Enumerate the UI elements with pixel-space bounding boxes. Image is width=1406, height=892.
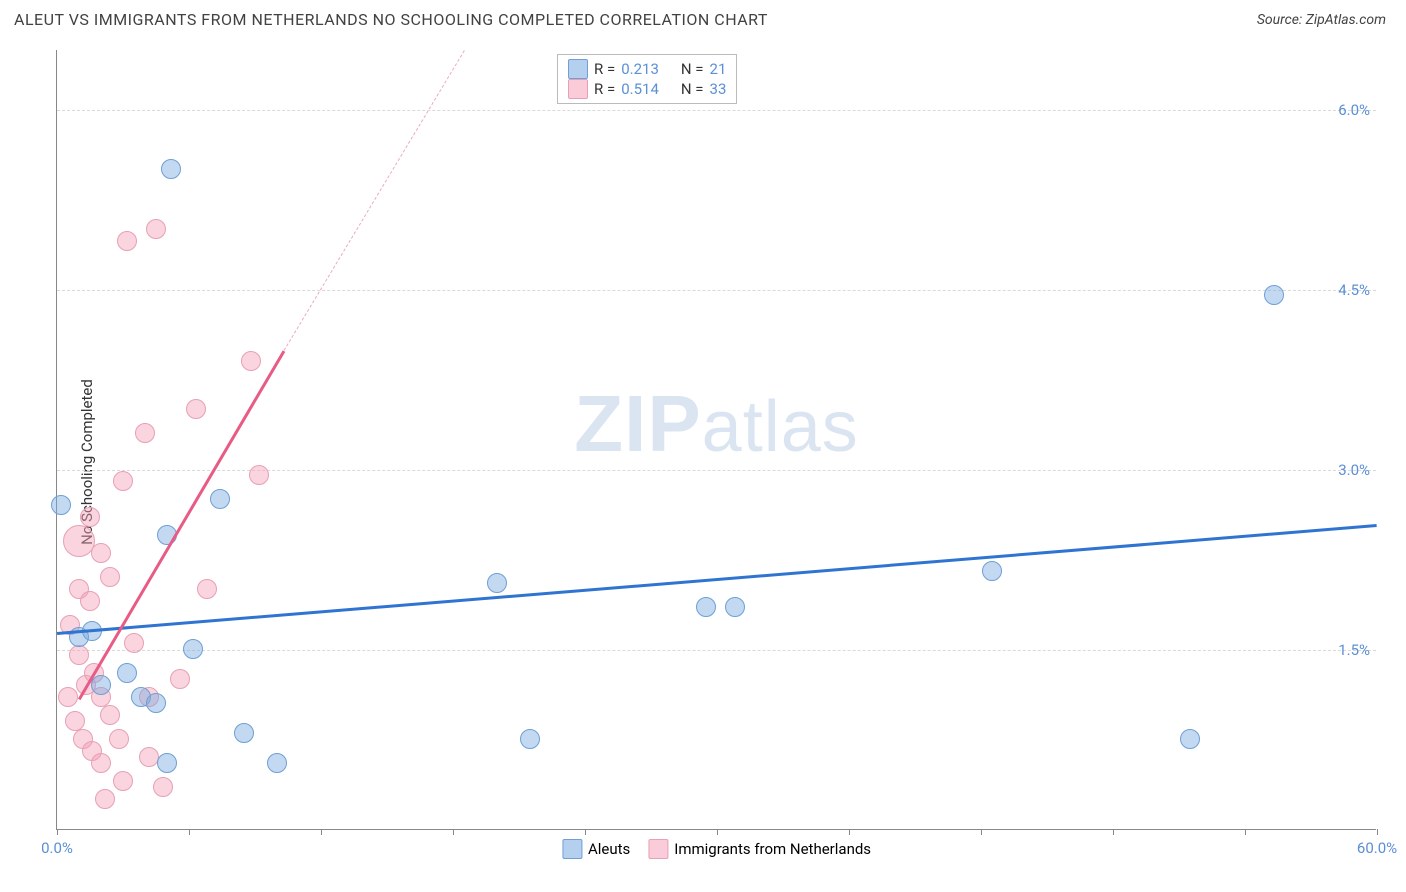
data-point	[100, 567, 120, 587]
n-value: 33	[710, 80, 727, 98]
watermark-rest: atlas	[702, 387, 859, 467]
plot-region: ZIPatlas R =0.213N =21R =0.514N =33 Aleu…	[56, 50, 1376, 830]
trend-line	[57, 524, 1377, 634]
data-point	[113, 771, 133, 791]
x-tick	[57, 829, 58, 835]
data-point	[80, 507, 100, 527]
watermark: ZIPatlas	[574, 378, 859, 470]
data-point	[725, 597, 745, 617]
n-label: N =	[681, 80, 704, 98]
x-tick	[717, 829, 718, 835]
data-point	[91, 543, 111, 563]
x-tick	[1377, 829, 1378, 835]
data-point	[520, 729, 540, 749]
x-tick	[849, 829, 850, 835]
watermark-bold: ZIP	[574, 379, 701, 468]
r-value: 0.213	[621, 60, 659, 78]
source-label: Source:	[1257, 12, 1302, 28]
gridline-h	[57, 650, 1376, 651]
data-point	[234, 723, 254, 743]
r-label: R =	[594, 80, 615, 98]
data-point	[91, 753, 111, 773]
data-point	[696, 597, 716, 617]
data-point	[69, 645, 89, 665]
data-point	[157, 753, 177, 773]
data-point	[135, 423, 155, 443]
data-point	[161, 159, 181, 179]
x-tick	[1245, 829, 1246, 835]
data-point	[487, 573, 507, 593]
data-point	[124, 633, 144, 653]
stats-legend-row: R = 0.213 N = 21	[568, 59, 726, 79]
r-value: 0.514	[621, 80, 659, 98]
data-point	[95, 789, 115, 809]
legend-label: Aleuts	[588, 840, 630, 858]
data-point	[197, 579, 217, 599]
legend-swatch	[648, 839, 668, 859]
series-legend: Aleuts Immigrants from Netherlands	[562, 839, 871, 859]
data-point	[51, 495, 71, 515]
stats-legend: R = 0.213 N = 21 R = 0.514 N = 33	[557, 54, 737, 104]
r-label: R =	[594, 60, 615, 78]
data-point	[117, 663, 137, 683]
data-point	[210, 489, 230, 509]
y-tick-label: 1.5%	[1338, 641, 1370, 659]
data-point	[58, 687, 78, 707]
data-point	[186, 399, 206, 419]
data-point	[91, 675, 111, 695]
source-attribution: Source: ZipAtlas.com	[1257, 12, 1386, 28]
source-name: ZipAtlas.com	[1306, 12, 1386, 28]
data-point	[170, 669, 190, 689]
trend-line	[78, 351, 285, 700]
data-point	[146, 693, 166, 713]
data-point	[249, 465, 269, 485]
legend-swatch	[568, 59, 588, 79]
stats-legend-row: R = 0.514 N = 33	[568, 79, 726, 99]
data-point	[80, 591, 100, 611]
legend-label: Immigrants from Netherlands	[674, 840, 871, 858]
data-point	[65, 711, 85, 731]
data-point	[1264, 285, 1284, 305]
x-label-min: 0.0%	[41, 839, 73, 857]
data-point	[267, 753, 287, 773]
data-point	[100, 705, 120, 725]
legend-swatch	[562, 839, 582, 859]
chart-header: ALEUT VS IMMIGRANTS FROM NETHERLANDS NO …	[0, 0, 1406, 33]
x-label-max: 60.0%	[1357, 839, 1397, 857]
data-point	[153, 777, 173, 797]
data-point	[1180, 729, 1200, 749]
y-tick-label: 6.0%	[1338, 101, 1370, 119]
chart-area: No Schooling Completed ZIPatlas R =0.213…	[14, 42, 1392, 882]
data-point	[117, 231, 137, 251]
trend-line	[283, 50, 464, 351]
legend-swatch	[568, 79, 588, 99]
x-tick	[1113, 829, 1114, 835]
y-tick-label: 3.0%	[1338, 461, 1370, 479]
x-tick	[189, 829, 190, 835]
x-tick	[585, 829, 586, 835]
legend-entry: Immigrants from Netherlands	[648, 839, 871, 859]
gridline-h	[57, 110, 1376, 111]
x-tick	[453, 829, 454, 835]
y-tick-label: 4.5%	[1338, 281, 1370, 299]
legend-entry: Aleuts	[562, 839, 630, 859]
data-point	[982, 561, 1002, 581]
gridline-h	[57, 290, 1376, 291]
data-point	[183, 639, 203, 659]
n-label: N =	[681, 60, 704, 78]
x-tick	[321, 829, 322, 835]
x-tick	[981, 829, 982, 835]
data-point	[109, 729, 129, 749]
n-value: 21	[710, 60, 727, 78]
data-point	[146, 219, 166, 239]
chart-title: ALEUT VS IMMIGRANTS FROM NETHERLANDS NO …	[14, 10, 768, 29]
data-point	[113, 471, 133, 491]
data-point	[241, 351, 261, 371]
